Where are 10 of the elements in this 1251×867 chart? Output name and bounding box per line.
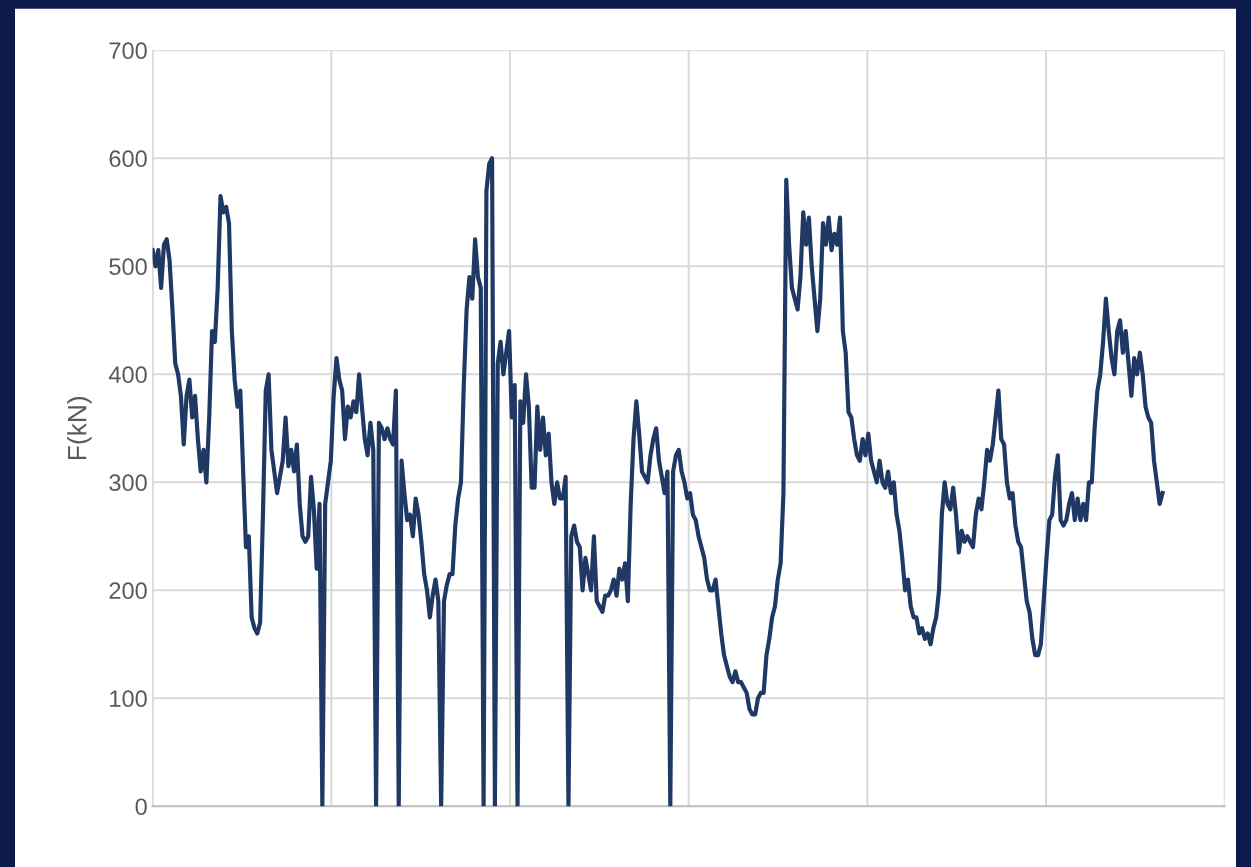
y-axis-title: F(kN) [67, 396, 92, 460]
y-tick-label: 700 [109, 42, 147, 60]
line-series [152, 156, 1165, 807]
y-tick-label: 500 [109, 258, 147, 276]
y-tick-label: 400 [108, 366, 147, 384]
y-tick-label: 100 [110, 690, 147, 708]
y-tick-label: 0 [135, 798, 147, 816]
y-tick-label: 200 [109, 582, 147, 600]
y-tick-label: 300 [109, 474, 147, 492]
y-tick-label: 600 [109, 150, 147, 168]
